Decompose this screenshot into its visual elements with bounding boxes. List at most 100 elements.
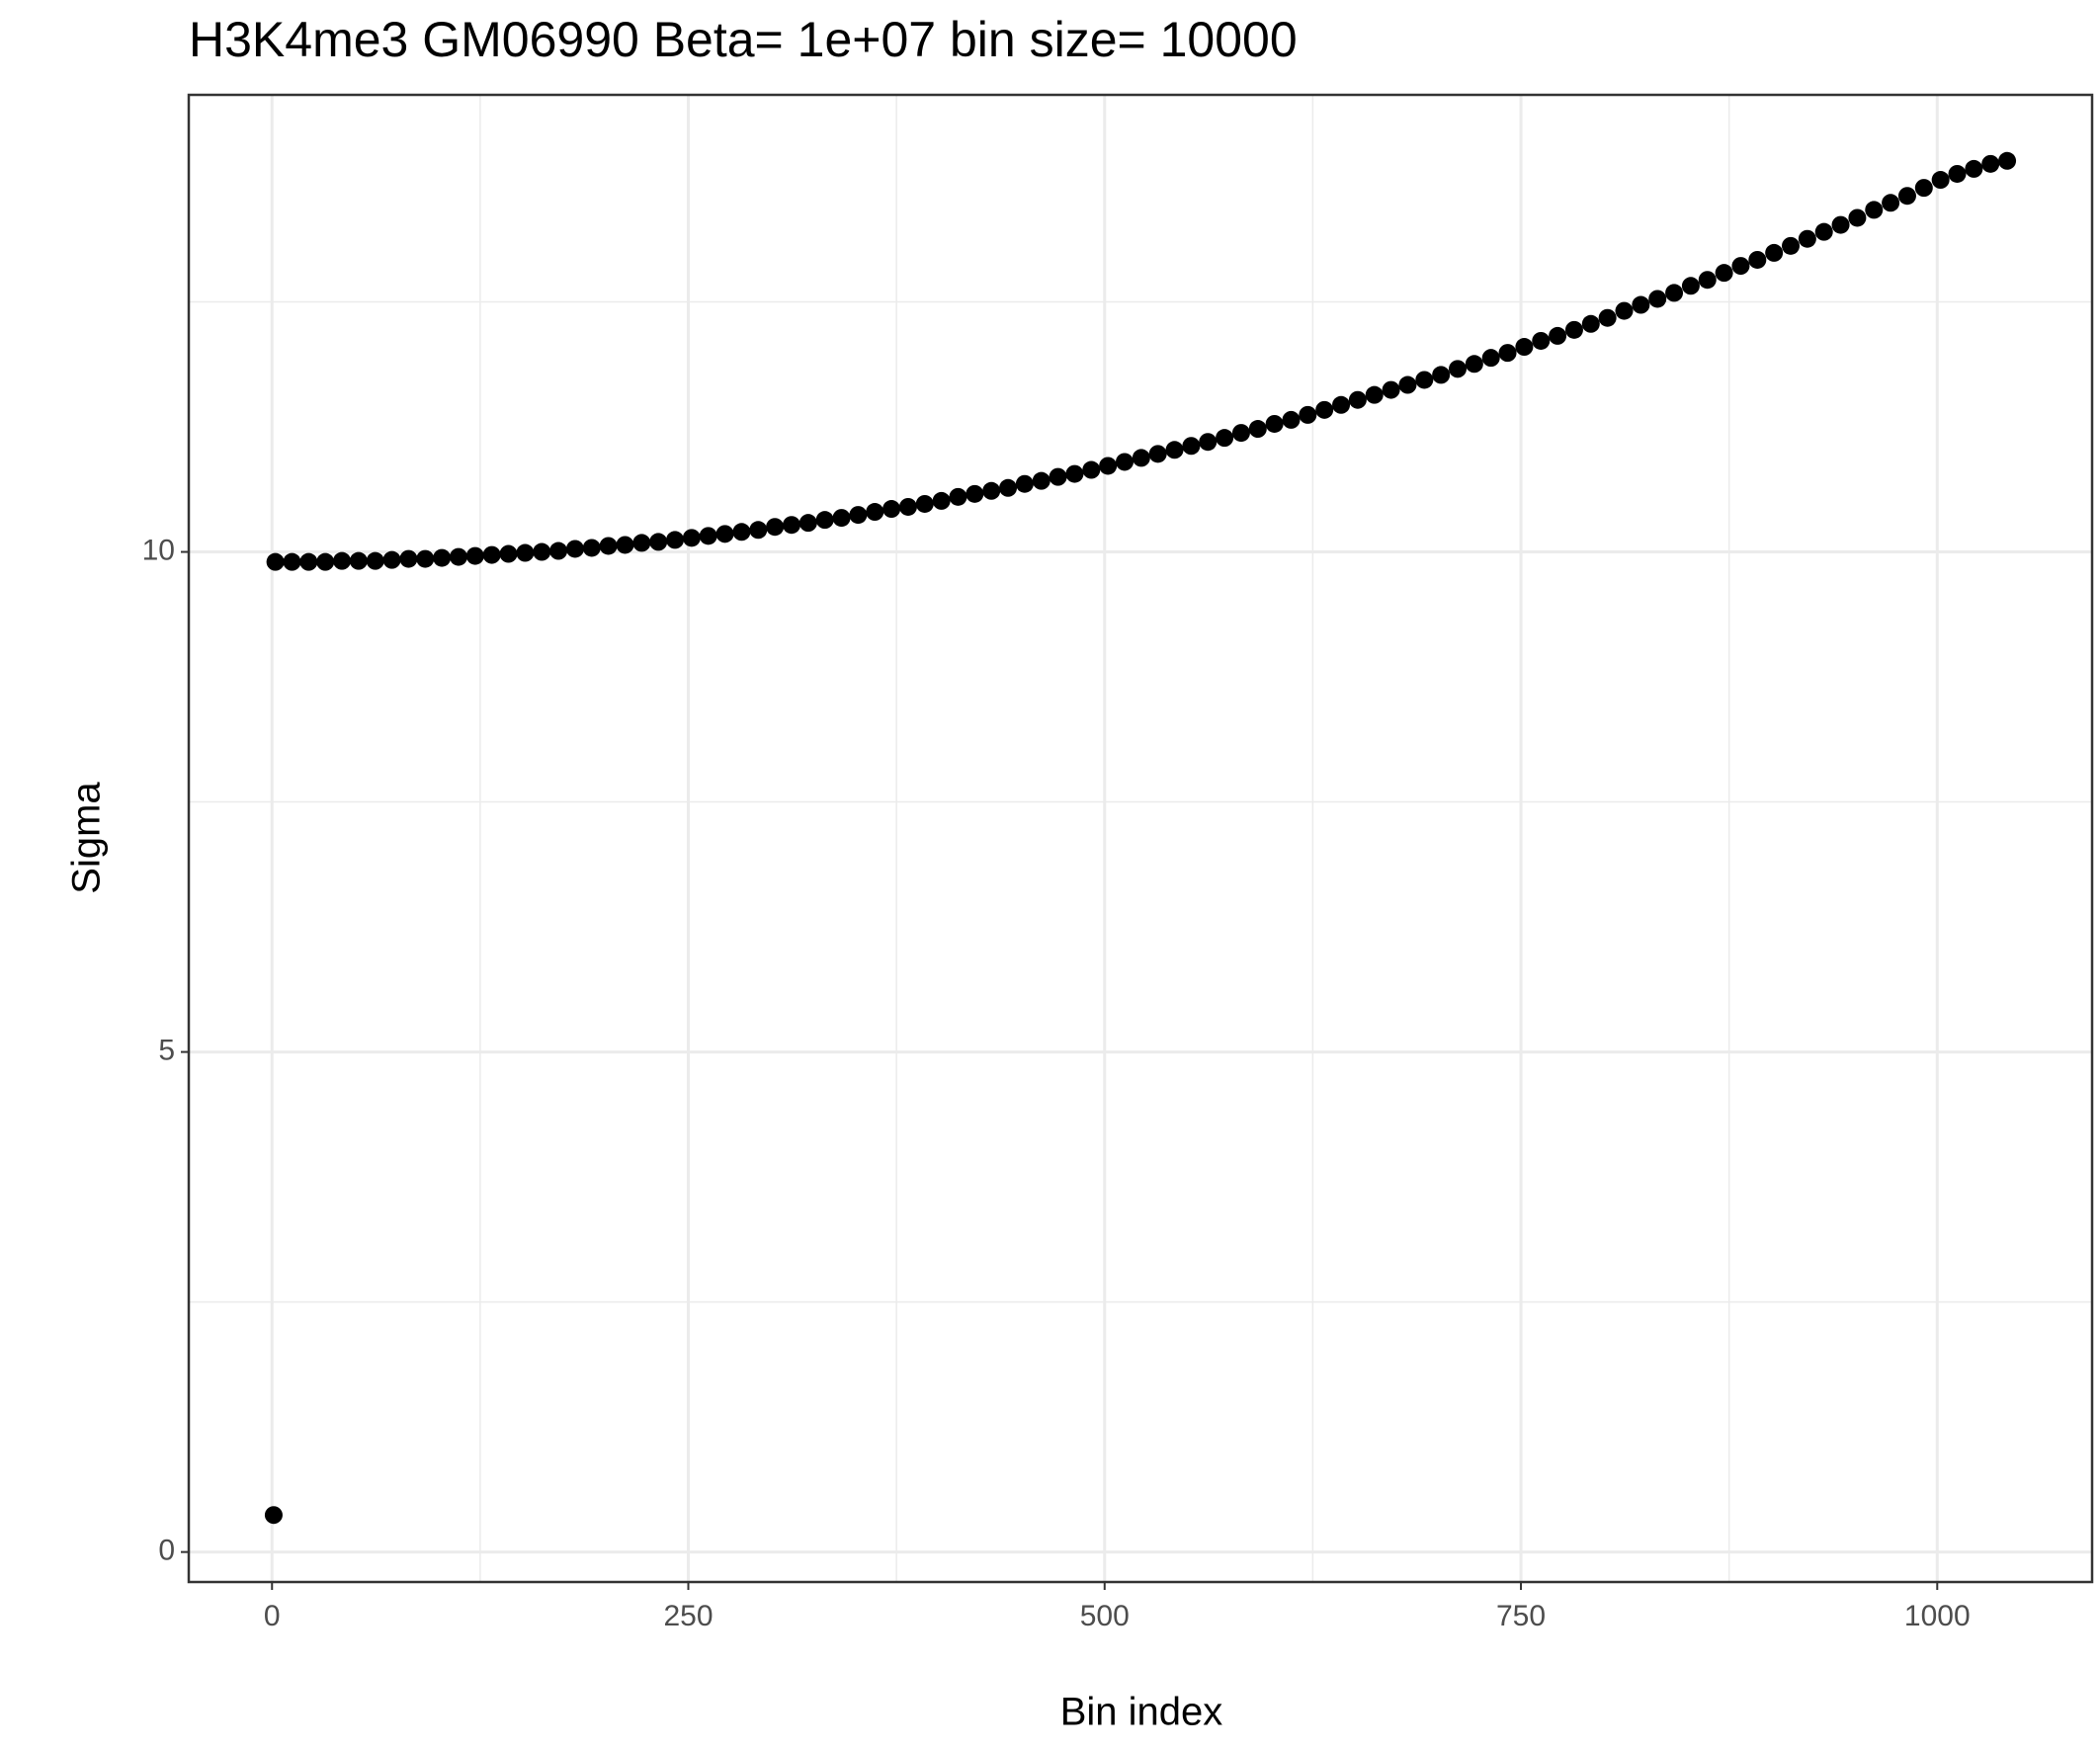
data-point (1332, 395, 1351, 414)
data-point (682, 529, 701, 547)
data-point (798, 514, 817, 533)
data-point (1948, 164, 1967, 183)
y-tick-label: 5 (158, 1035, 175, 1067)
data-point (1398, 375, 1417, 394)
data-point (766, 518, 785, 537)
data-point (582, 539, 601, 557)
data-point (632, 534, 651, 552)
data-point (1897, 187, 1916, 206)
x-tick-label: 1000 (1904, 1600, 1971, 1632)
data-point (1632, 295, 1650, 314)
data-point (1032, 471, 1050, 490)
data-point (1015, 474, 1034, 493)
data-point (1199, 433, 1218, 452)
y-tick-label: 10 (142, 534, 175, 566)
data-point (1798, 229, 1816, 248)
data-point (366, 551, 384, 570)
data-point (1581, 314, 1600, 333)
data-point (333, 551, 352, 570)
data-point (1265, 414, 1284, 433)
data-point (382, 550, 401, 569)
data-point (1882, 194, 1900, 212)
data-point (299, 552, 318, 571)
data-point (1981, 154, 2000, 173)
data-point (1065, 464, 1084, 483)
data-point (1731, 257, 1750, 276)
data-point (449, 547, 467, 566)
data-point (1748, 250, 1767, 269)
data-point (1132, 449, 1150, 467)
data-point (715, 525, 734, 543)
data-point (1681, 277, 1700, 295)
data-point (1315, 400, 1334, 419)
data-point (815, 511, 834, 530)
data-point (1282, 410, 1301, 429)
panel-border (187, 93, 2094, 1584)
data-point (666, 531, 685, 549)
data-point (866, 503, 884, 522)
data-point (516, 543, 535, 562)
data-point (1148, 445, 1167, 463)
y-axis-title: Sigma (65, 782, 109, 894)
data-point (932, 491, 951, 510)
data-point (849, 506, 868, 525)
data-point (832, 509, 851, 528)
data-point (1049, 467, 1067, 486)
data-point (1498, 344, 1517, 363)
data-point (1914, 179, 1933, 198)
data-point (1216, 429, 1234, 448)
data-point (1598, 308, 1617, 327)
data-point (549, 542, 568, 560)
data-point (1248, 420, 1267, 439)
data-point (533, 542, 551, 561)
data-point (616, 536, 634, 554)
x-tick-label: 0 (264, 1600, 281, 1632)
data-point (1848, 208, 1867, 227)
data-point (1182, 437, 1201, 456)
data-point (599, 537, 618, 555)
data-point (1382, 380, 1400, 399)
data-point (1082, 460, 1101, 479)
data-point (1931, 171, 1950, 190)
data-point (1865, 201, 1884, 219)
data-point (1449, 360, 1467, 378)
data-point (1532, 331, 1551, 350)
data-point (1665, 284, 1684, 302)
data-point (1432, 366, 1451, 384)
data-point (1782, 236, 1801, 255)
data-point (316, 552, 335, 571)
data-point (1515, 338, 1534, 357)
data-point (898, 497, 917, 516)
data-point (1965, 159, 1983, 178)
data-point (649, 533, 668, 551)
data-point (882, 500, 901, 519)
y-tick-label: 0 (158, 1535, 175, 1567)
data-point (1481, 349, 1500, 368)
data-point (1549, 326, 1567, 345)
data-point (966, 484, 984, 503)
data-point (1765, 243, 1784, 262)
x-tick-label: 500 (1080, 1600, 1130, 1632)
data-point (1831, 215, 1850, 234)
data-point (999, 478, 1018, 497)
data-point (1715, 264, 1733, 283)
data-point (465, 546, 484, 565)
data-point (1615, 301, 1634, 320)
data-point (1814, 222, 1833, 241)
data-point (1998, 151, 2017, 170)
data-point (1698, 271, 1717, 290)
data-point (949, 487, 967, 506)
data-point (1465, 355, 1483, 374)
x-tick-label: 750 (1496, 1600, 1546, 1632)
data-point (283, 552, 301, 571)
data-point (1115, 453, 1134, 471)
data-point (1165, 441, 1184, 459)
data-point (349, 551, 368, 570)
data-point (782, 516, 800, 535)
data-point (982, 481, 1001, 500)
data-point (1365, 385, 1384, 404)
x-axis-title: Bin index (1060, 1691, 1223, 1734)
data-point (732, 523, 751, 542)
